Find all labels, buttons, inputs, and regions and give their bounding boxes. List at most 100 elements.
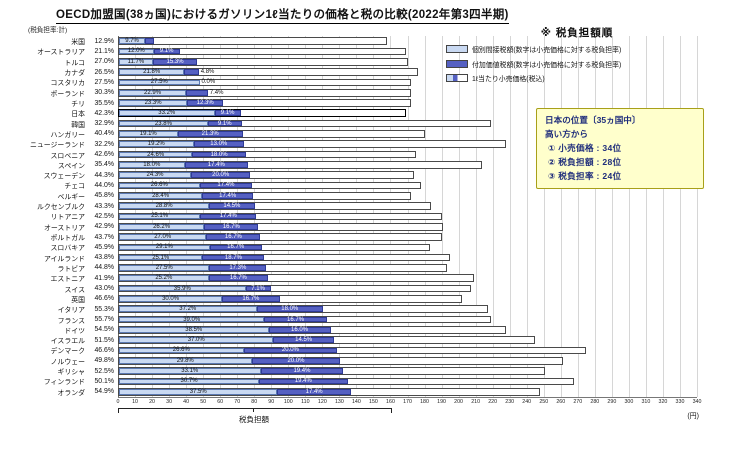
japan-rank-tax-rate: ③ 税負担率 : 24位 [548,171,622,181]
vat-segment: 15.3% [152,59,198,65]
vat-segment: 9.1% [207,120,242,127]
country-label: スイス [64,286,85,294]
axis-unit-label: (円) [687,413,699,420]
tax-rate-value: 49.8% [94,357,114,365]
excise-segment: 30.0% [119,295,223,302]
excise-value-label: 27.0% [154,233,172,240]
excise-segment: 25.2% [119,275,209,282]
axis-tick-label: 90 [268,399,275,405]
price-bar: 11.7% 15.3% [118,57,408,66]
country-label: フィンランド [43,379,85,387]
tax-rate-value: 30.3% [94,89,114,97]
row-label: ベルギー 45.8% [0,191,114,201]
excise-value-label: 30.0% [162,295,180,302]
country-label: ベルギー [57,193,85,201]
vat-segment: 17.4% [199,182,253,189]
excise-value-label: 19.2% [147,140,165,147]
vat-swatch-icon [446,59,468,68]
gridline [560,36,562,397]
row-label: ルクセンブルク 43.3% [0,201,114,212]
axis-tick-label: 290 [607,399,617,405]
legend-item-price: 1ℓ当たり小売価格(税込) [446,73,708,83]
tax-amount-bracket-tick [253,408,255,412]
axis-tick-label: 100 [283,399,293,405]
japan-position-box: 日本の位置〔35ヵ国中〕 高い方から ① 小売価格 : 34位 ② 税負担額 :… [536,108,704,189]
vat-value-label: 20.0% [281,347,299,354]
vat-value-label: 16.7% [242,295,260,302]
gridline [697,36,698,397]
legend-item-label: 付加価値税額(数字は小売価格に対する税負担率) [472,61,622,69]
country-label: フランス [57,317,85,325]
excise-value-label: 26.6% [172,347,190,354]
row-label: 米国 12.9% [0,36,114,47]
japan-box-subtitle: 高い方から [545,129,588,139]
country-label: エストニア [50,276,85,284]
price-bar: 26.6% 20.0% [118,346,587,355]
vat-segment [184,69,199,75]
row-label: 日本 42.3% [0,108,114,119]
vat-segment: 14.5% [273,337,334,343]
country-label: 日本 [71,111,85,119]
tax-rate-value: 44.3% [94,171,114,179]
price-bar: 22.9% 7.4% [118,88,411,97]
price-bar: 23.8% 9.1% [118,119,491,128]
axis-tick-label: 260 [556,399,566,405]
tax-rate-value: 45.8% [94,192,114,200]
excise-segment: 37.0% [119,337,274,343]
row-label: スペイン 35.4% [0,160,114,170]
japan-rank-retail-price: ① 小売価格 : 34位 [548,143,622,153]
country-label: ラトビア [57,265,85,273]
excise-value-label: 37.2% [179,305,197,312]
axis-tick-label: 310 [641,399,651,405]
excise-value-label: 9.7% [125,37,139,44]
country-label: ポーランド [50,90,85,98]
row-label: スロベニア 42.6% [0,149,114,160]
country-label: チェコ [64,183,85,191]
excise-value-label: 19.1% [139,130,157,137]
excise-segment: 22.9% [119,89,187,96]
excise-segment: 26.2% [119,223,205,230]
gridline [611,36,613,397]
axis-tick-label: 120 [317,399,327,405]
row-label: ポルトガル 43.7% [0,232,114,243]
vat-segment [186,89,208,96]
vat-value-label: 14.5% [295,336,313,343]
vat-segment: 16.7% [264,316,327,323]
vat-segment: 17.3% [209,265,267,271]
excise-value-label: 27.5% [155,264,173,271]
axis-tick-label: 110 [301,399,310,405]
axis-tick-label: 240 [522,399,532,405]
gridline [594,36,596,397]
excise-segment: 18.0% [119,162,185,168]
tax-rate-value: 52.5% [94,367,114,375]
tax-rate-value: 55.3% [94,305,114,313]
excise-value-label: 23.3% [144,99,162,106]
vat-value-label: 7.1% [251,285,265,292]
price-bar: 21.8% 4.8% [118,68,418,76]
legend-item-label: 1ℓ当たり小売価格(税込) [472,76,545,83]
vat-value-label: 18.7% [224,254,242,261]
row-label: トルコ 27.0% [0,57,114,67]
price-bar: 25.2% 16.7% [118,274,474,283]
tax-rate-value: 44.8% [94,264,114,272]
excise-value-label: 11.7% [127,58,145,65]
row-label: デンマーク 46.6% [0,345,114,356]
vat-segment: 16.7% [208,275,269,282]
tax-amount-axis-label: 税負担額 [239,415,269,424]
price-bar: 37.0% 14.5% [118,336,536,344]
vat-segment: 9.1% [214,110,241,117]
axis-tick-label: 150 [369,399,378,405]
row-label: オーストラリア 21.1% [0,46,114,57]
vat-segment: 20.0% [251,358,341,364]
excise-segment: 25.1% [119,213,201,220]
tax-rate-value: 42.5% [94,212,114,220]
vat-segment: 18.0% [192,151,246,158]
country-label: リトアニア [50,214,85,222]
excise-value-label: 29.8% [176,357,194,364]
vat-value-label: 9.1% [159,48,174,55]
excise-segment: 39.0% [119,316,265,323]
tax-rate-value: 21.1% [94,47,114,55]
excise-segment: 19.1% [119,131,178,137]
country-label: ギリシャ [57,369,85,377]
tax-rate-value: 42.6% [94,151,114,159]
